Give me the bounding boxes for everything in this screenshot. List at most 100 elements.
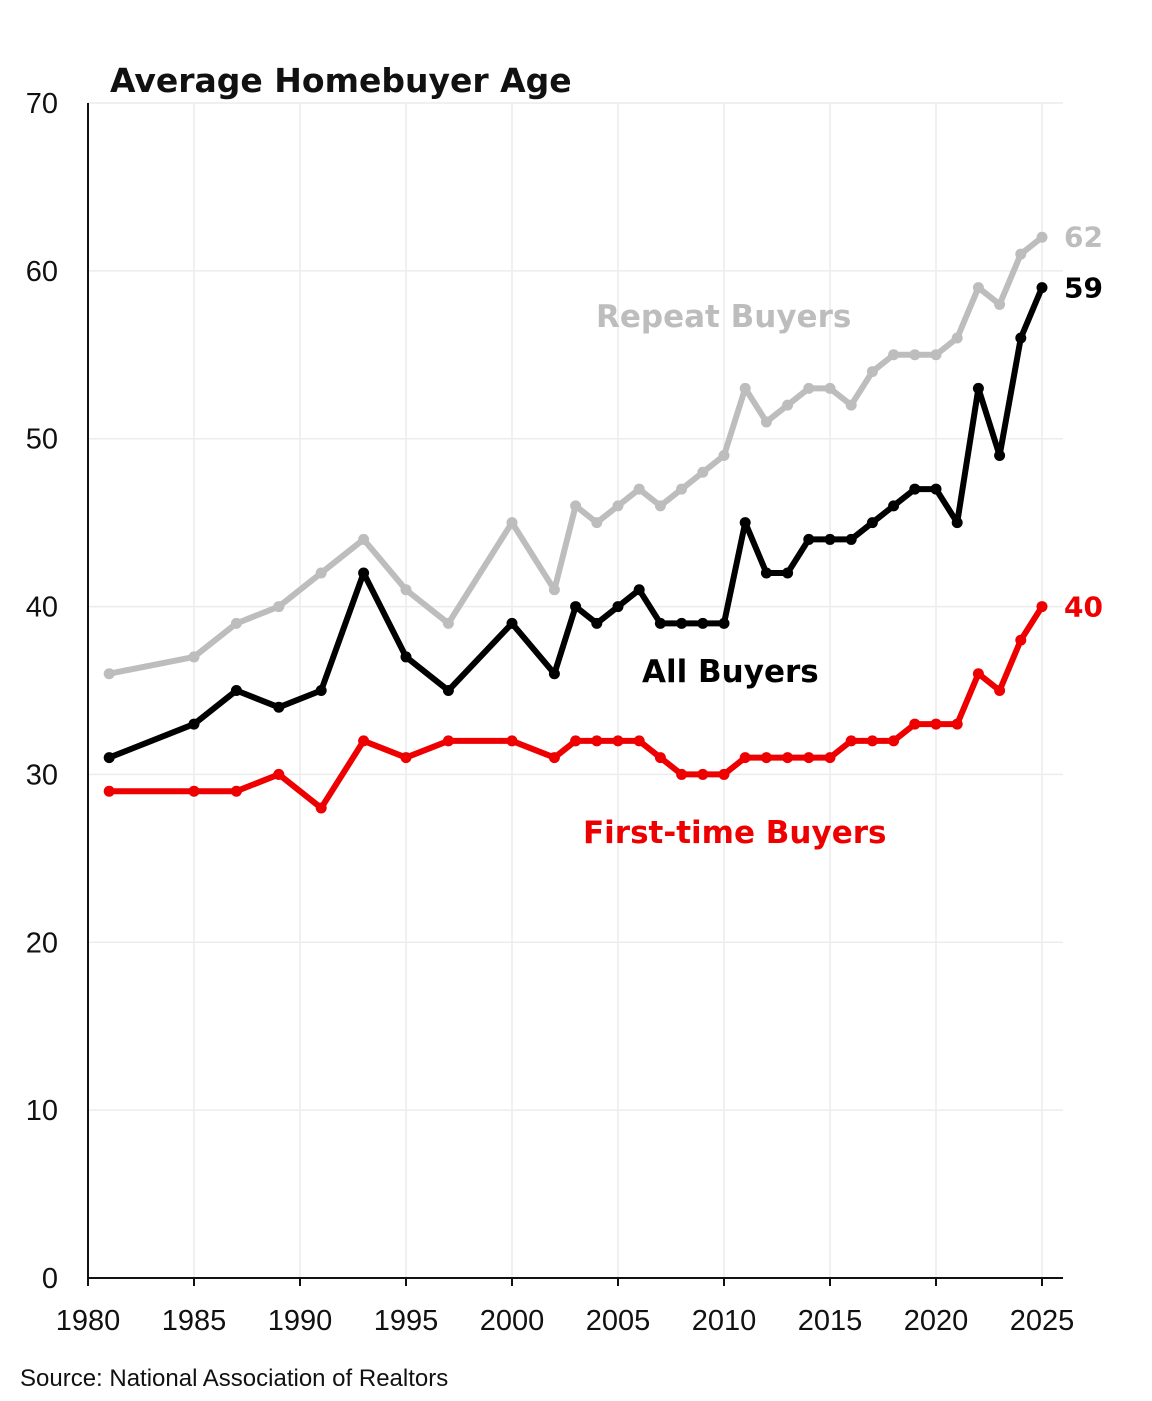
data-point <box>845 735 857 747</box>
data-point <box>824 533 836 545</box>
series-line <box>106 284 1045 761</box>
data-point <box>718 450 730 461</box>
y-tick-label: 0 <box>42 1263 58 1295</box>
data-point <box>676 617 688 629</box>
data-point <box>358 735 370 747</box>
data-point <box>972 668 984 680</box>
data-point <box>951 332 963 344</box>
data-point <box>1015 332 1027 344</box>
data-point <box>803 533 815 545</box>
data-point <box>548 752 560 764</box>
data-point <box>782 399 794 411</box>
data-point <box>1015 248 1027 260</box>
data-point <box>442 735 454 747</box>
series-name-label: Repeat Buyers <box>596 299 851 335</box>
data-point <box>103 752 115 764</box>
data-point <box>188 651 200 663</box>
data-point <box>442 617 454 629</box>
data-point <box>760 416 772 428</box>
grid-lines <box>87 102 1063 1278</box>
data-point <box>591 735 603 747</box>
data-point <box>697 617 709 629</box>
data-point <box>951 517 963 529</box>
data-point <box>739 752 751 764</box>
data-point <box>909 483 921 495</box>
data-point <box>866 517 878 529</box>
data-point <box>718 768 730 780</box>
y-tick-label: 20 <box>26 927 58 959</box>
data-point <box>230 685 242 696</box>
data-point <box>972 282 984 294</box>
data-point <box>697 466 709 478</box>
x-tick-label: 1985 <box>162 1305 227 1337</box>
labels: Repeat Buyers 62 All Buyers 59 First-time Bu… <box>583 220 1103 851</box>
data-point <box>739 517 751 529</box>
data-point <box>633 735 645 747</box>
x-tick-label: 1990 <box>268 1305 333 1337</box>
data-point <box>782 567 794 579</box>
data-point <box>654 752 666 764</box>
end-value-label: 40 <box>1064 591 1103 624</box>
series-all-buyers <box>103 282 1048 764</box>
data-point <box>803 752 815 764</box>
data-point <box>930 483 942 495</box>
end-value-label: 62 <box>1064 220 1103 253</box>
data-point <box>548 584 560 596</box>
data-point <box>103 668 115 680</box>
data-point <box>654 500 666 512</box>
data-point <box>591 617 603 629</box>
data-point <box>739 382 751 394</box>
data-point <box>718 617 730 629</box>
series-name-label: All Buyers <box>642 654 819 690</box>
data-point <box>697 768 709 780</box>
data-point <box>506 617 518 629</box>
x-tick-label: 1980 <box>56 1305 121 1337</box>
data-point <box>633 584 645 596</box>
x-tick-label: 1995 <box>374 1305 439 1337</box>
data-point <box>570 500 582 512</box>
data-point <box>506 735 518 747</box>
data-point <box>1036 282 1048 294</box>
data-point <box>612 735 624 747</box>
data-point <box>1036 231 1048 243</box>
data-point <box>909 349 921 361</box>
y-tick-label: 10 <box>26 1095 58 1127</box>
data-point <box>866 735 878 747</box>
data-point <box>315 567 327 579</box>
data-point <box>273 601 285 613</box>
data-point <box>888 735 900 747</box>
y-tick-label: 70 <box>26 88 58 120</box>
data-point <box>591 517 603 529</box>
series-line <box>106 603 1045 811</box>
data-point <box>824 752 836 764</box>
x-tick-label: 2000 <box>480 1305 545 1337</box>
data-point <box>994 298 1006 310</box>
data-point <box>230 785 242 797</box>
series-layer <box>103 231 1048 814</box>
data-point <box>845 533 857 545</box>
data-point <box>358 567 370 579</box>
x-tick-label: 2005 <box>586 1305 651 1337</box>
chart-title: Average Homebuyer Age <box>110 61 572 100</box>
series-repeat-buyers <box>103 231 1048 680</box>
data-point <box>358 533 370 545</box>
data-point <box>400 752 412 764</box>
data-point <box>888 500 900 512</box>
data-point <box>570 735 582 747</box>
data-point <box>676 483 688 495</box>
data-point <box>400 651 412 663</box>
series-first-time-buyers <box>103 601 1048 814</box>
data-point <box>866 366 878 378</box>
data-point <box>1015 634 1027 646</box>
data-point <box>188 718 200 730</box>
data-point <box>994 450 1006 461</box>
x-tick-label: 2010 <box>692 1305 757 1337</box>
x-tick-label: 2025 <box>1010 1305 1075 1337</box>
axes: 0 10 20 30 40 50 60 70 1980 1985 1990 1995 2000 2005 2… <box>26 88 1075 1337</box>
data-point <box>845 399 857 411</box>
data-point <box>803 382 815 394</box>
data-point <box>273 768 285 780</box>
data-point <box>994 685 1006 696</box>
y-tick-label: 40 <box>26 592 58 624</box>
data-point <box>230 617 242 629</box>
